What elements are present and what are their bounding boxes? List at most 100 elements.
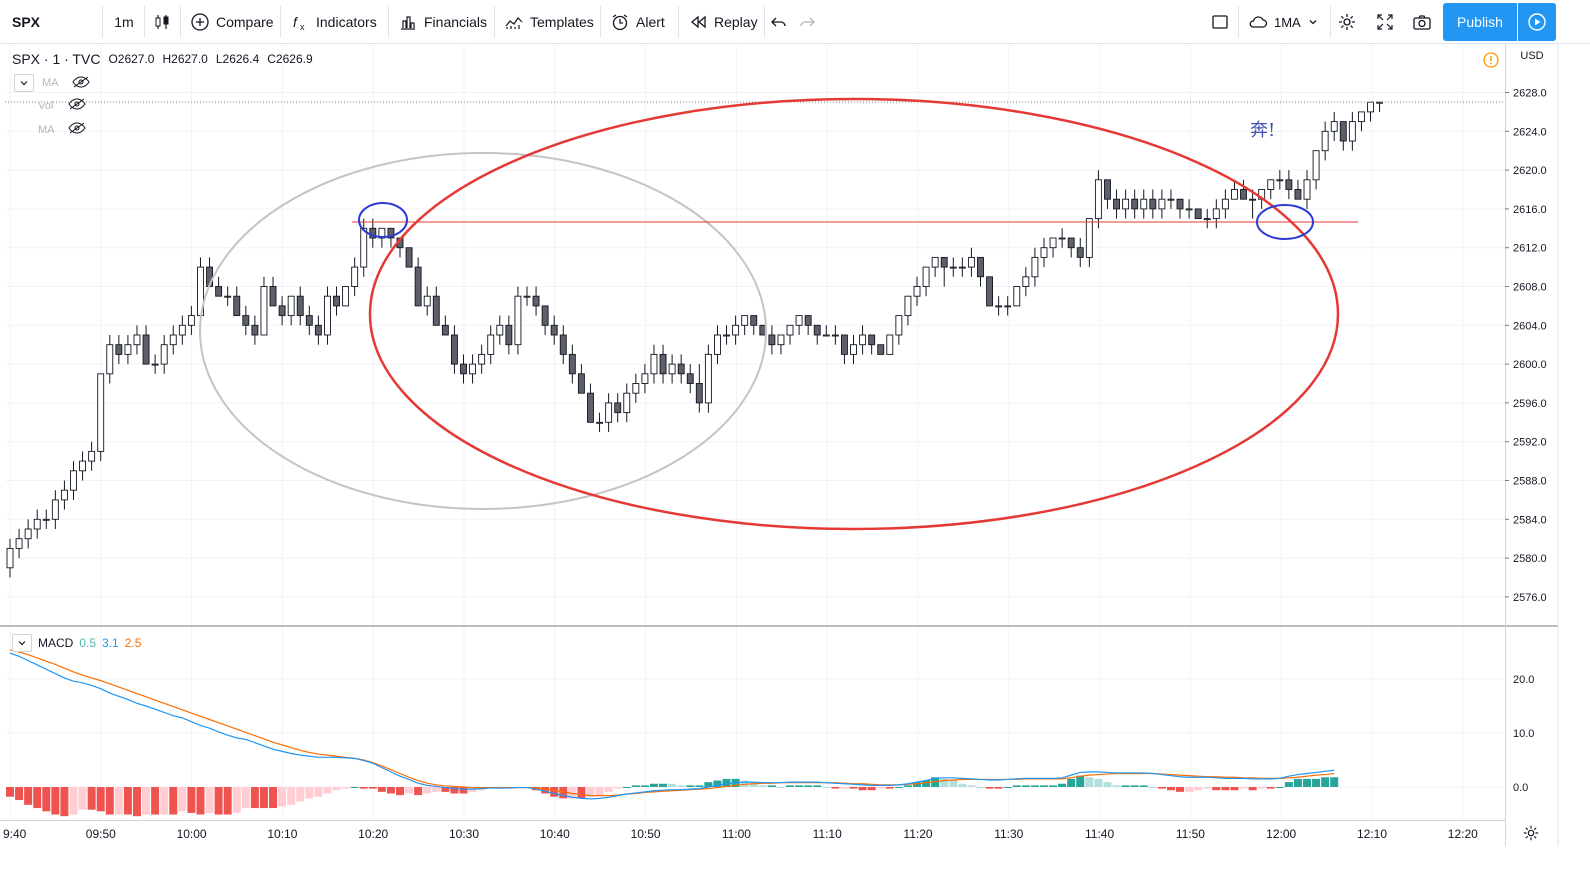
macd-histogram-bar: [649, 783, 658, 787]
candle-body: [1058, 237, 1066, 240]
candle-body: [677, 363, 685, 375]
macd-line: [9, 652, 1335, 800]
macd-histogram-bar: [33, 787, 42, 809]
candle-body: [1104, 179, 1111, 200]
candle-body: [42, 518, 50, 521]
candle: [514, 286, 522, 355]
currency-label[interactable]: USD: [1520, 50, 1544, 62]
macd-histogram-bar: [1257, 787, 1266, 789]
candle: [1230, 179, 1238, 200]
candle: [1149, 189, 1157, 219]
candle-body: [541, 305, 549, 326]
play-button[interactable]: [1518, 3, 1556, 41]
candle-body: [1312, 150, 1320, 181]
macd-histogram-bar: [1321, 777, 1330, 787]
macd-histogram-bar: [459, 787, 468, 794]
candle: [387, 227, 395, 248]
candle: [1040, 238, 1048, 268]
financials-button[interactable]: Financials: [392, 0, 492, 44]
interval-button[interactable]: 1m: [106, 0, 142, 44]
indicator-label: MA: [38, 123, 55, 136]
svg-text:x: x: [300, 22, 305, 32]
candle: [768, 325, 776, 355]
candle-body: [732, 324, 740, 336]
alert-button[interactable]: Alert: [604, 0, 676, 44]
eye-hidden-icon[interactable]: [68, 98, 86, 113]
toolbar-divider: [494, 6, 495, 38]
candle-body: [70, 470, 77, 491]
chart-style-button[interactable]: [148, 0, 176, 44]
candle: [813, 324, 821, 345]
candle: [414, 257, 422, 307]
candle-body: [668, 363, 676, 375]
candle-body: [1303, 179, 1311, 200]
candle-body: [79, 460, 87, 472]
macd-histogram-bar: [822, 787, 831, 788]
candle: [940, 256, 948, 287]
candle-body: [977, 256, 984, 278]
eye-hidden-icon[interactable]: [72, 75, 90, 91]
templates-button[interactable]: Templates: [498, 0, 598, 44]
candle-body: [1348, 121, 1356, 142]
chart-annotation-text[interactable]: 奔!: [1250, 120, 1276, 141]
fullscreen-button[interactable]: [1370, 0, 1400, 44]
candle-body: [1049, 237, 1057, 249]
symbol-search-button[interactable]: SPX: [6, 0, 102, 44]
macd-histogram-bar: [804, 785, 813, 787]
macd-histogram-bar: [1212, 787, 1221, 791]
candle: [1312, 150, 1320, 190]
high-value: H2627.0: [162, 52, 208, 66]
candle: [487, 325, 495, 365]
candle: [886, 334, 894, 355]
settings-button[interactable]: [1332, 0, 1362, 44]
price-axis-label: 2608.0: [1513, 282, 1547, 294]
save-layout-button[interactable]: 1MA: [1242, 0, 1328, 44]
candle-body: [1285, 179, 1293, 190]
gear-icon[interactable]: [1522, 824, 1540, 842]
candle: [614, 393, 622, 423]
macd-histogram-value: 0.5: [79, 636, 97, 650]
candle-body: [587, 392, 594, 423]
candle-body: [305, 315, 313, 326]
warning-icon[interactable]: [1483, 52, 1499, 68]
candle-body: [958, 266, 966, 269]
undo-button[interactable]: [766, 0, 792, 44]
candle: [151, 354, 159, 374]
time-axis-label: 9:40: [3, 827, 27, 841]
candle-body: [387, 227, 395, 239]
macd-histogram-bar: [1266, 787, 1275, 789]
candle: [559, 325, 567, 365]
candle-body: [124, 344, 132, 355]
replay-button[interactable]: Replay: [682, 0, 762, 44]
eye-hidden-icon[interactable]: [68, 122, 86, 137]
candle: [795, 315, 803, 335]
candle: [532, 286, 540, 316]
collapse-legend-button[interactable]: [14, 74, 34, 92]
candle-body: [97, 373, 105, 452]
collapse-macd-button[interactable]: [12, 634, 32, 652]
candle-body: [450, 334, 458, 365]
candle-body: [1230, 189, 1238, 200]
candle-body: [1212, 208, 1220, 220]
snapshot-button[interactable]: [1406, 0, 1438, 44]
cloud-icon: [1248, 12, 1268, 32]
price-axis-label: 2604.0: [1513, 320, 1547, 332]
candle: [822, 325, 830, 337]
redo-button[interactable]: [794, 0, 820, 44]
bar-chart-icon: [398, 12, 418, 32]
price-axis-label: 2616.0: [1513, 204, 1547, 216]
candle: [24, 519, 32, 549]
candle-body: [632, 383, 640, 394]
compare-button[interactable]: Compare: [184, 0, 278, 44]
candle-body: [478, 353, 486, 365]
candle: [496, 315, 504, 345]
layout-name-label: 1MA: [1274, 14, 1301, 30]
candle-body: [605, 402, 613, 423]
macd-histogram-bar: [78, 787, 87, 810]
candle: [351, 257, 359, 297]
publish-button[interactable]: Publish: [1443, 3, 1517, 41]
layout-button[interactable]: [1204, 0, 1236, 44]
candle-body: [904, 295, 912, 317]
